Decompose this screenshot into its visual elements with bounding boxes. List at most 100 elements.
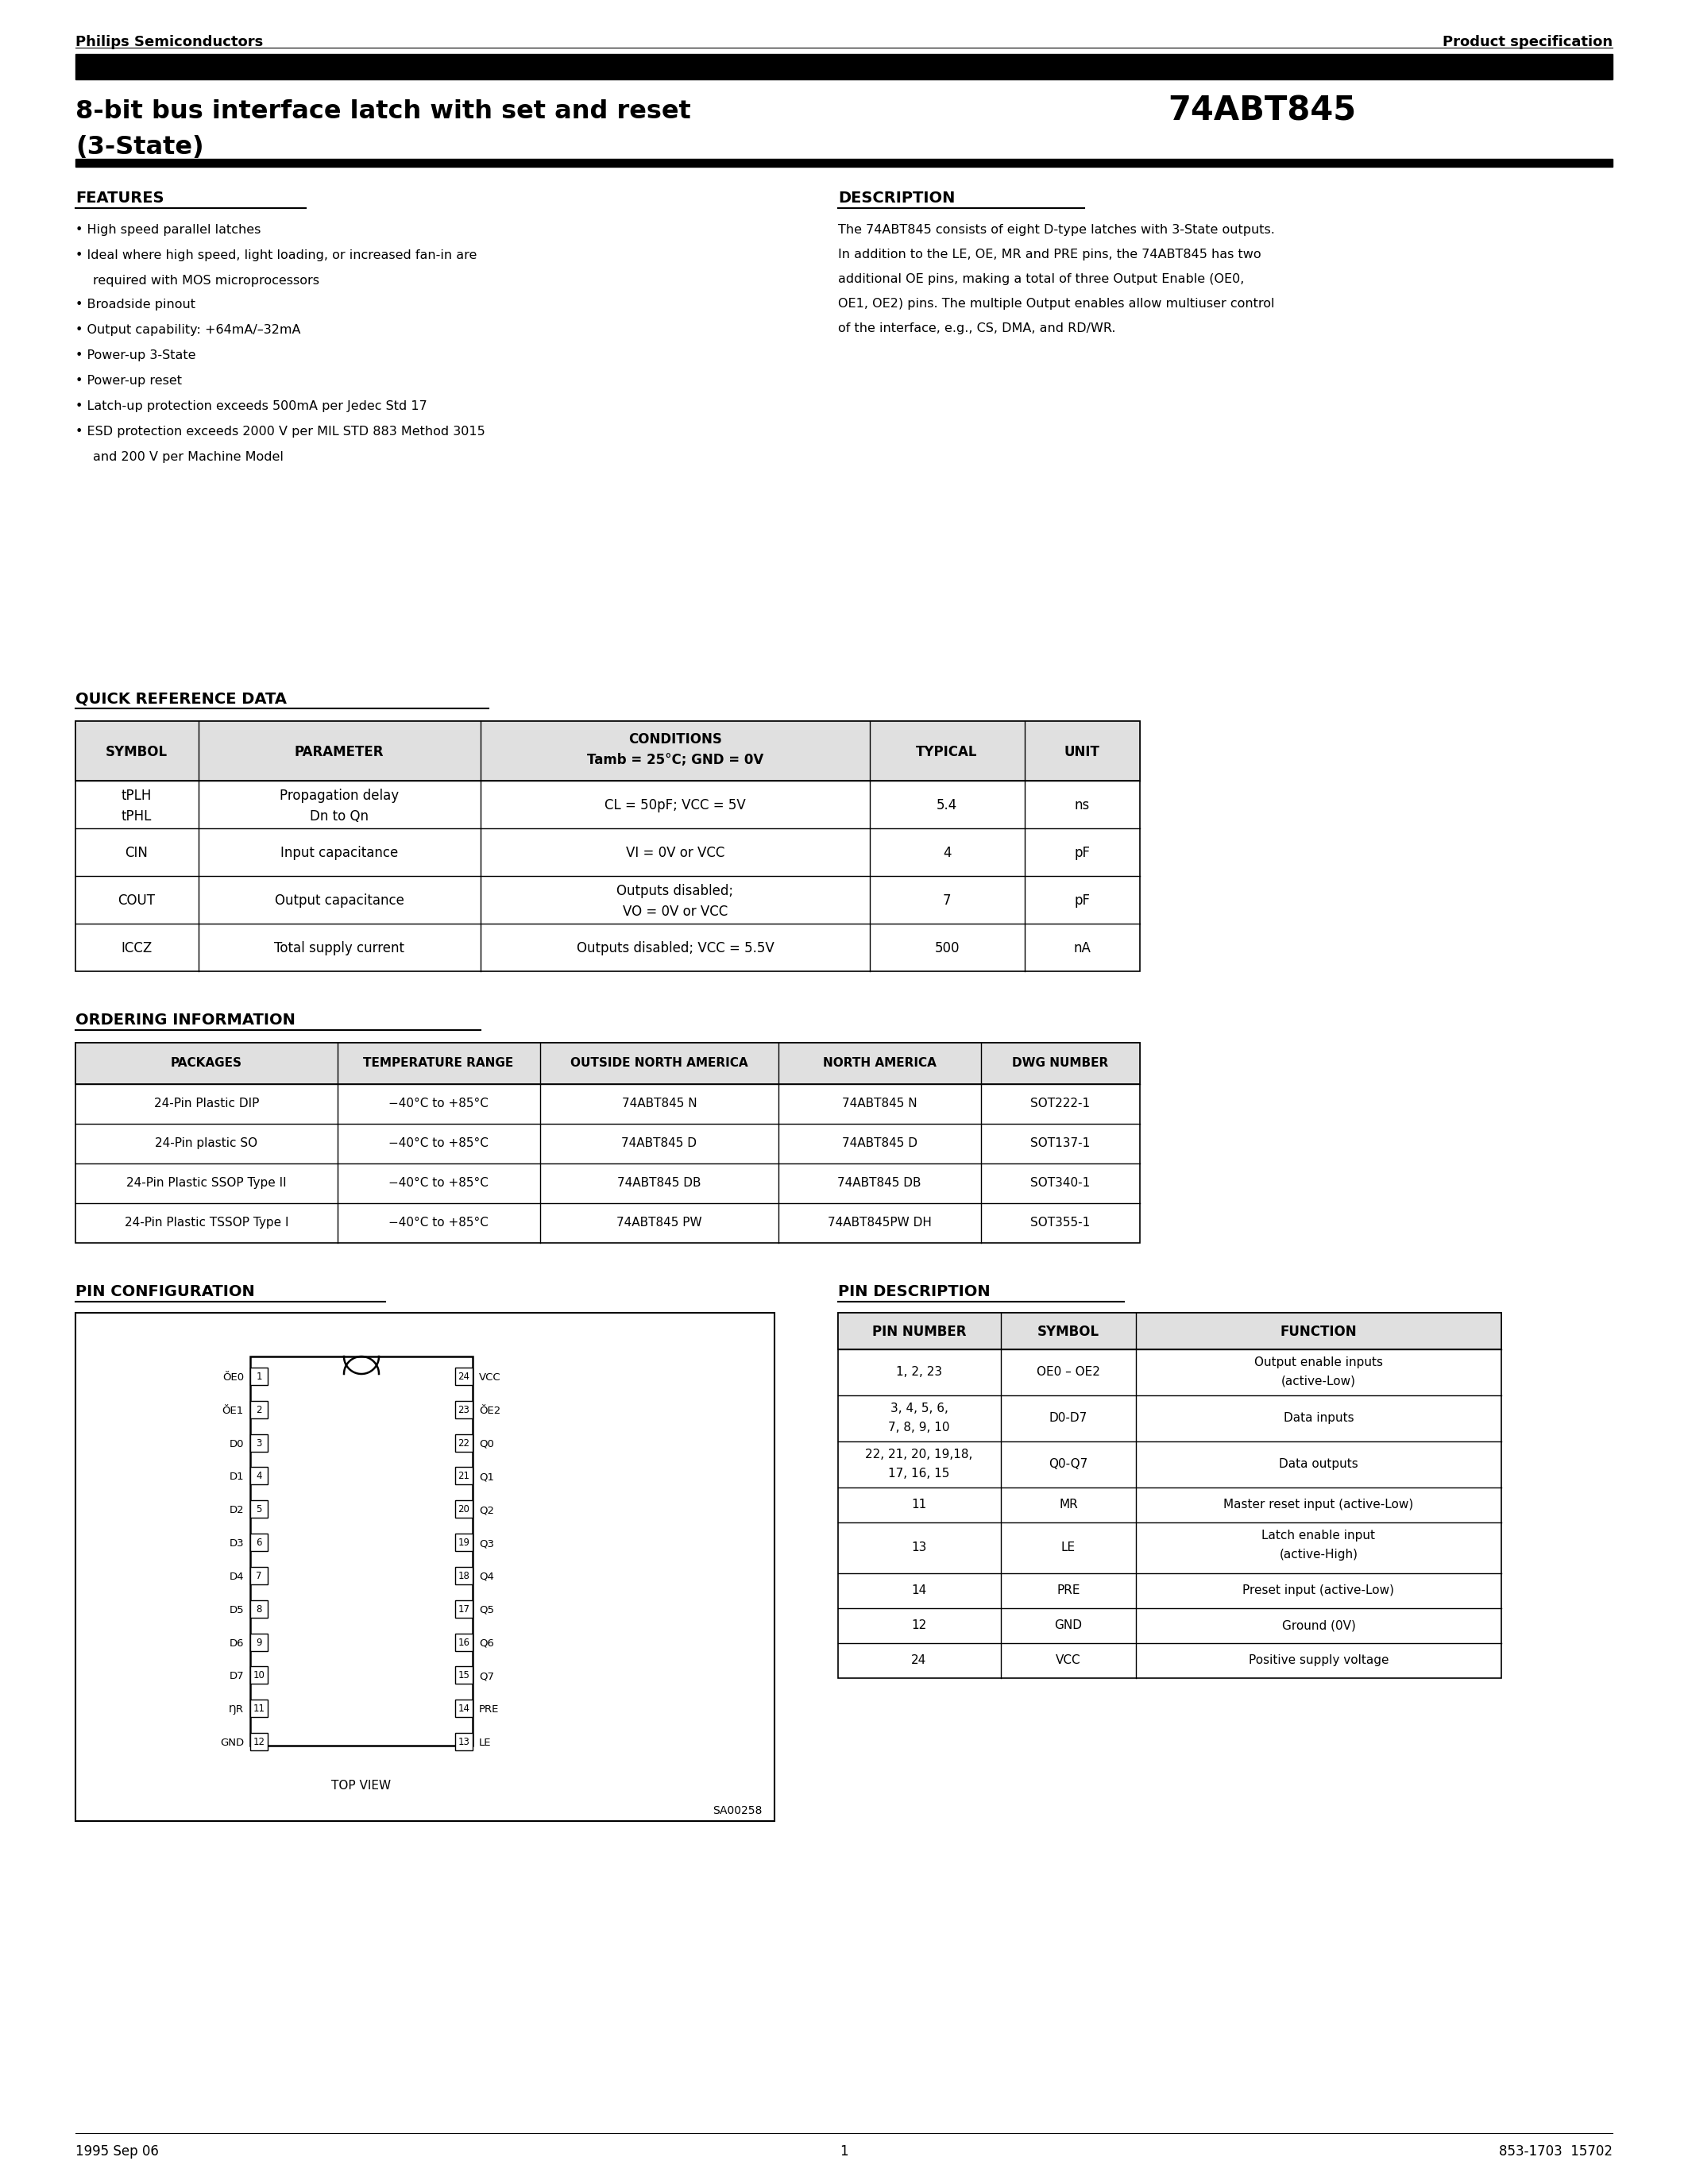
Text: CIN: CIN: [125, 845, 149, 860]
Text: 24: 24: [457, 1372, 469, 1382]
Bar: [76, 55, 1612, 79]
Text: COUT: COUT: [118, 893, 155, 909]
Text: FUNCTION: FUNCTION: [1280, 1326, 1357, 1339]
Text: Q0: Q0: [479, 1439, 495, 1450]
Text: VCC: VCC: [479, 1372, 501, 1382]
Text: required with MOS microprocessors: required with MOS microprocessors: [93, 275, 319, 286]
Text: Q0-Q7: Q0-Q7: [1048, 1459, 1089, 1470]
Text: 4: 4: [257, 1472, 262, 1481]
Text: 24-Pin Plastic SSOP Type II: 24-Pin Plastic SSOP Type II: [127, 1177, 287, 1188]
Bar: [76, 721, 1139, 780]
Text: Tamb = 25°C; GND = 0V: Tamb = 25°C; GND = 0V: [587, 753, 763, 767]
Text: −40°C to +85°C: −40°C to +85°C: [388, 1177, 488, 1188]
Text: 22, 21, 20, 19,18,: 22, 21, 20, 19,18,: [866, 1448, 972, 1461]
Text: Outputs disabled; VCC = 5.5V: Outputs disabled; VCC = 5.5V: [576, 941, 775, 954]
Text: 21: 21: [457, 1472, 469, 1481]
Text: Data inputs: Data inputs: [1283, 1413, 1354, 1424]
Text: 14: 14: [457, 1704, 469, 1714]
Text: 500: 500: [935, 941, 959, 954]
Text: and 200 V per Machine Model: and 200 V per Machine Model: [93, 452, 284, 463]
Text: SYMBOL: SYMBOL: [1038, 1326, 1099, 1339]
Text: 74ABT845 DB: 74ABT845 DB: [837, 1177, 922, 1188]
Text: D3: D3: [230, 1538, 243, 1548]
Bar: [456, 1566, 473, 1583]
Bar: [250, 1435, 268, 1452]
Text: Q3: Q3: [479, 1538, 495, 1548]
Bar: [456, 1634, 473, 1651]
Text: D2: D2: [230, 1505, 243, 1516]
Bar: [76, 721, 1139, 972]
Text: SOT222-1: SOT222-1: [1031, 1099, 1090, 1109]
Text: 7, 8, 9, 10: 7, 8, 9, 10: [888, 1422, 950, 1433]
Text: QUICK REFERENCE DATA: QUICK REFERENCE DATA: [76, 690, 287, 705]
Bar: [250, 1533, 268, 1551]
Text: 9: 9: [257, 1638, 262, 1647]
Text: OE1, OE2) pins. The multiple Output enables allow multiuser control: OE1, OE2) pins. The multiple Output enab…: [837, 297, 1274, 310]
Text: Outputs disabled;: Outputs disabled;: [616, 885, 734, 898]
Text: 5.4: 5.4: [937, 797, 957, 812]
Text: 1: 1: [257, 1372, 262, 1382]
Text: PACKAGES: PACKAGES: [170, 1057, 243, 1068]
Text: SOT340-1: SOT340-1: [1031, 1177, 1090, 1188]
Text: Product specification: Product specification: [1443, 35, 1612, 50]
Text: 74ABT845 N: 74ABT845 N: [621, 1099, 697, 1109]
Text: SOT137-1: SOT137-1: [1031, 1138, 1090, 1149]
Text: PIN DESCRIPTION: PIN DESCRIPTION: [837, 1284, 991, 1299]
Text: Q7: Q7: [479, 1671, 495, 1682]
Text: PRE: PRE: [479, 1704, 500, 1714]
Text: 2: 2: [257, 1404, 262, 1415]
Bar: [250, 1666, 268, 1684]
Text: MR: MR: [1058, 1498, 1079, 1511]
Text: (3-State): (3-State): [76, 135, 204, 159]
Text: 24-Pin Plastic DIP: 24-Pin Plastic DIP: [154, 1099, 260, 1109]
Text: GND: GND: [219, 1738, 243, 1747]
Bar: [250, 1356, 473, 1745]
Text: NORTH AMERICA: NORTH AMERICA: [822, 1057, 937, 1068]
Bar: [250, 1634, 268, 1651]
Bar: [456, 1732, 473, 1749]
Text: VO = 0V or VCC: VO = 0V or VCC: [623, 904, 728, 919]
Text: pF: pF: [1074, 845, 1090, 860]
Text: 853-1703  15702: 853-1703 15702: [1499, 2145, 1612, 2158]
Text: 74ABT845 DB: 74ABT845 DB: [618, 1177, 701, 1188]
Text: tPLH: tPLH: [122, 788, 152, 804]
Text: D5: D5: [230, 1605, 243, 1616]
Text: (active-High): (active-High): [1280, 1548, 1357, 1562]
Text: ŊR: ŊR: [230, 1704, 243, 1714]
Text: 11: 11: [253, 1704, 265, 1714]
Bar: [250, 1699, 268, 1717]
Bar: [250, 1468, 268, 1485]
Text: • Power-up 3-State: • Power-up 3-State: [76, 349, 196, 360]
Text: 14: 14: [912, 1583, 927, 1597]
Text: Input capacitance: Input capacitance: [280, 845, 398, 860]
Text: 5: 5: [257, 1505, 262, 1516]
Text: D6: D6: [230, 1638, 243, 1649]
Text: • Power-up reset: • Power-up reset: [76, 376, 182, 387]
Text: TEMPERATURE RANGE: TEMPERATURE RANGE: [363, 1057, 513, 1068]
Bar: [837, 1313, 1501, 1350]
Text: additional OE pins, making a total of three Output Enable (OE0,: additional OE pins, making a total of th…: [837, 273, 1244, 286]
Text: Latch enable input: Latch enable input: [1263, 1529, 1376, 1542]
Text: CL = 50pF; VCC = 5V: CL = 50pF; VCC = 5V: [604, 797, 746, 812]
Text: Positive supply voltage: Positive supply voltage: [1249, 1653, 1389, 1666]
Text: • Ideal where high speed, light loading, or increased fan-in are: • Ideal where high speed, light loading,…: [76, 249, 478, 262]
Text: 12: 12: [912, 1618, 927, 1631]
Text: PIN NUMBER: PIN NUMBER: [873, 1326, 966, 1339]
Text: Q5: Q5: [479, 1605, 495, 1616]
Text: D0-D7: D0-D7: [1050, 1413, 1087, 1424]
Text: 74ABT845PW DH: 74ABT845PW DH: [827, 1216, 932, 1230]
Text: In addition to the LE, OE, MR and PRE pins, the 74ABT845 has two: In addition to the LE, OE, MR and PRE pi…: [837, 249, 1261, 260]
Text: D1: D1: [230, 1472, 243, 1483]
Text: UNIT: UNIT: [1063, 745, 1101, 760]
Text: Data outputs: Data outputs: [1280, 1459, 1359, 1470]
Text: • Broadside pinout: • Broadside pinout: [76, 299, 196, 310]
Text: Preset input (active-Low): Preset input (active-Low): [1242, 1583, 1394, 1597]
Text: D7: D7: [230, 1671, 243, 1682]
Text: 74ABT845 D: 74ABT845 D: [842, 1138, 917, 1149]
Bar: [456, 1468, 473, 1485]
Text: 74ABT845 PW: 74ABT845 PW: [616, 1216, 702, 1230]
Text: Master reset input (active-Low): Master reset input (active-Low): [1224, 1498, 1413, 1511]
Text: Dn to Qn: Dn to Qn: [311, 810, 368, 823]
Text: • Output capability: +64mA/–32mA: • Output capability: +64mA/–32mA: [76, 323, 300, 336]
Bar: [76, 159, 1612, 166]
